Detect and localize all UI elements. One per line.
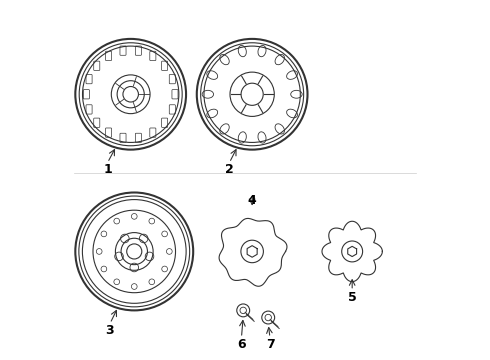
Text: 5: 5 [348,291,357,304]
Text: 2: 2 [225,163,234,176]
Text: 7: 7 [266,338,274,351]
Text: 1: 1 [103,163,112,176]
Text: 3: 3 [106,324,114,337]
Text: 6: 6 [237,338,246,351]
Text: 4: 4 [248,194,257,207]
